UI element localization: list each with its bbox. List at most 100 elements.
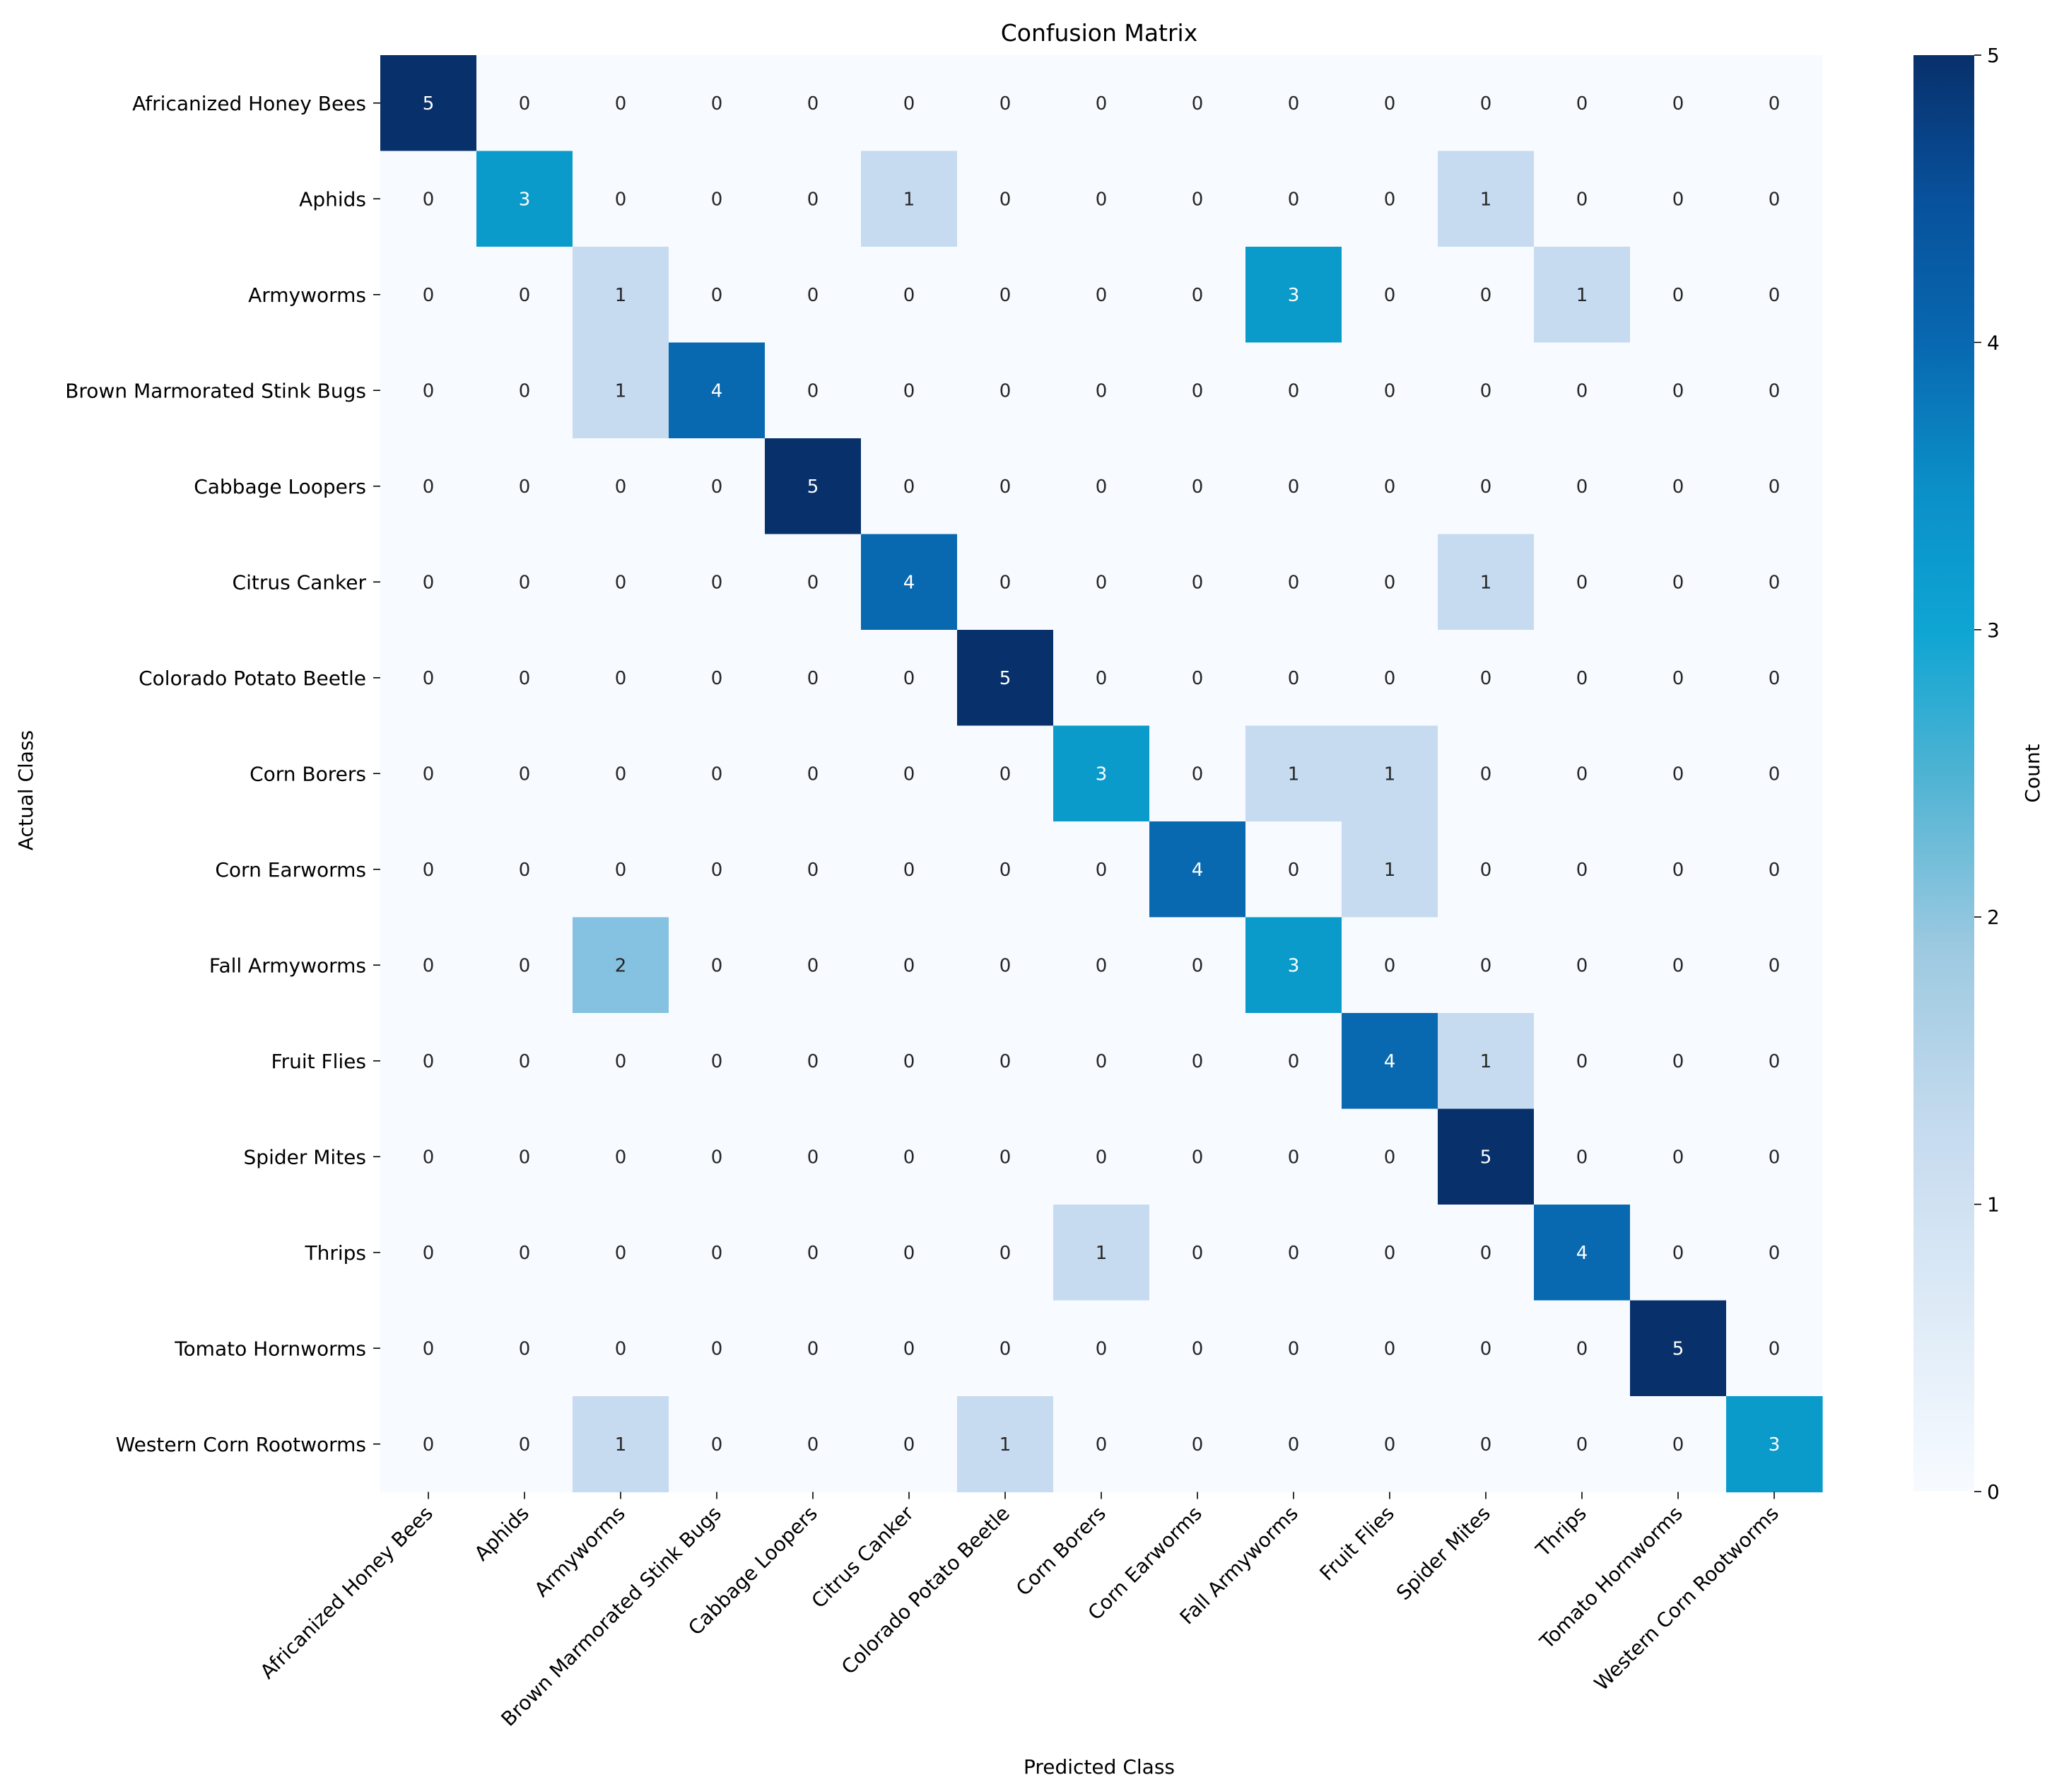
heatmap-cell <box>765 821 862 918</box>
heatmap-cell <box>573 821 669 918</box>
heatmap-cell <box>1053 151 1150 247</box>
cell-value-label: 0 <box>1192 668 1204 689</box>
cell-value-label: 0 <box>999 1051 1012 1072</box>
cell-value-label: 0 <box>1096 572 1108 593</box>
cell-value-label: 1 <box>615 285 627 306</box>
x-tick-label: Fruit Flies <box>1315 1501 1399 1585</box>
heatmap-cell <box>380 630 477 727</box>
cell-value-label: 0 <box>1288 860 1300 881</box>
heatmap-cell <box>1438 342 1535 439</box>
cell-value-label: 0 <box>999 93 1012 115</box>
heatmap-cell <box>1053 1108 1150 1205</box>
cell-value-label: 0 <box>1480 1338 1492 1359</box>
cell-value-label: 0 <box>1672 1243 1684 1264</box>
cell-value-label: 0 <box>999 763 1012 785</box>
cell-value-label: 0 <box>615 476 627 498</box>
heatmap-cell <box>957 1396 1054 1493</box>
heatmap-cell <box>1149 55 1246 152</box>
cell-value-label: 0 <box>903 1338 915 1359</box>
cell-value-label: 0 <box>1288 93 1300 115</box>
colorbar-tick-label: 1 <box>1987 1193 2000 1217</box>
cell-value-label: 0 <box>1288 380 1300 402</box>
heatmap-cell <box>765 534 862 631</box>
heatmap-cell <box>380 1300 477 1397</box>
y-tick-label: Thrips <box>304 1241 366 1265</box>
heatmap-cell <box>476 55 573 152</box>
heatmap-cell <box>573 534 669 631</box>
cell-value-label: 0 <box>1096 668 1108 689</box>
cell-value-label: 0 <box>519 1243 531 1264</box>
cell-value-label: 0 <box>903 285 915 306</box>
colorbar-label: Count <box>2021 744 2044 802</box>
cell-value-label: 0 <box>1384 1147 1396 1168</box>
cell-value-label: 0 <box>1192 1434 1204 1456</box>
heatmap-cells <box>380 55 1823 1493</box>
cell-value-label: 0 <box>1769 668 1781 689</box>
cell-value-label: 0 <box>1096 380 1108 402</box>
cell-value-label: 0 <box>1480 955 1492 976</box>
heatmap-cell <box>1630 821 1727 918</box>
cell-value-label: 0 <box>1192 1243 1204 1264</box>
cell-value-label: 0 <box>519 1051 531 1072</box>
cell-value-label: 0 <box>1480 860 1492 881</box>
heatmap-cell <box>957 821 1054 918</box>
heatmap-cell <box>476 151 573 247</box>
heatmap-cell <box>765 1108 862 1205</box>
cell-value-label: 0 <box>999 476 1012 498</box>
cell-value-label: 0 <box>1192 1338 1204 1359</box>
heatmap-cell <box>1053 1300 1150 1397</box>
heatmap-cell <box>1438 55 1535 152</box>
cell-value-label: 0 <box>711 763 723 785</box>
heatmap-cell <box>380 1205 477 1301</box>
heatmap-cell <box>669 725 766 822</box>
y-tick-label: Brown Marmorated Stink Bugs <box>65 379 366 402</box>
heatmap-cell <box>669 151 766 247</box>
cell-value-label: 0 <box>1192 189 1204 210</box>
heatmap-cell <box>861 438 958 535</box>
heatmap-cell <box>765 1205 862 1301</box>
heatmap-cell <box>573 342 669 439</box>
cell-value-label: 0 <box>1769 1243 1781 1264</box>
cell-value-label: 0 <box>519 1434 531 1456</box>
cell-value-label: 0 <box>423 955 435 976</box>
cell-value-label: 0 <box>1192 476 1204 498</box>
heatmap-cell <box>1630 1300 1727 1397</box>
cell-value-label: 0 <box>711 476 723 498</box>
heatmap-cell <box>1726 151 1823 247</box>
heatmap-cell <box>1726 1108 1823 1205</box>
heatmap-cell <box>1053 534 1150 631</box>
heatmap-cell <box>380 247 477 344</box>
colorbar-tick-label: 5 <box>1987 44 2000 67</box>
cell-value-label: 0 <box>903 1434 915 1456</box>
cell-value-label: 0 <box>1384 93 1396 115</box>
heatmap-cell <box>1726 1396 1823 1493</box>
heatmap-cell <box>669 917 766 1014</box>
heatmap-cell <box>669 247 766 344</box>
heatmap-cell <box>1245 821 1342 918</box>
cell-value-label: 0 <box>1096 1338 1108 1359</box>
cell-value-label: 0 <box>1384 1243 1396 1264</box>
cell-value-label: 0 <box>1672 1051 1684 1072</box>
x-tick-label: Spider Mites <box>1392 1501 1495 1605</box>
heatmap-cell <box>1149 1300 1246 1397</box>
heatmap-cell <box>1342 821 1438 918</box>
heatmap-cell <box>957 55 1054 152</box>
cell-value-label: 0 <box>1769 763 1781 785</box>
heatmap-cell <box>1149 630 1246 727</box>
heatmap-cell <box>1149 247 1246 344</box>
cell-value-label: 4 <box>903 572 915 593</box>
cell-value-label: 0 <box>1192 1147 1204 1168</box>
cell-value-label: 0 <box>1576 1434 1588 1456</box>
heatmap-cell <box>1149 438 1246 535</box>
heatmap-cell <box>861 1300 958 1397</box>
heatmap-cell <box>573 247 669 344</box>
cell-value-label: 0 <box>1769 189 1781 210</box>
cell-value-label: 0 <box>1576 476 1588 498</box>
cell-value-label: 0 <box>519 380 531 402</box>
heatmap-cell <box>957 438 1054 535</box>
heatmap-cell <box>1534 55 1631 152</box>
cell-value-label: 0 <box>1384 1434 1396 1456</box>
cell-value-label: 0 <box>1576 189 1588 210</box>
heatmap-cell <box>1534 534 1631 631</box>
cell-value-label: 0 <box>1480 476 1492 498</box>
